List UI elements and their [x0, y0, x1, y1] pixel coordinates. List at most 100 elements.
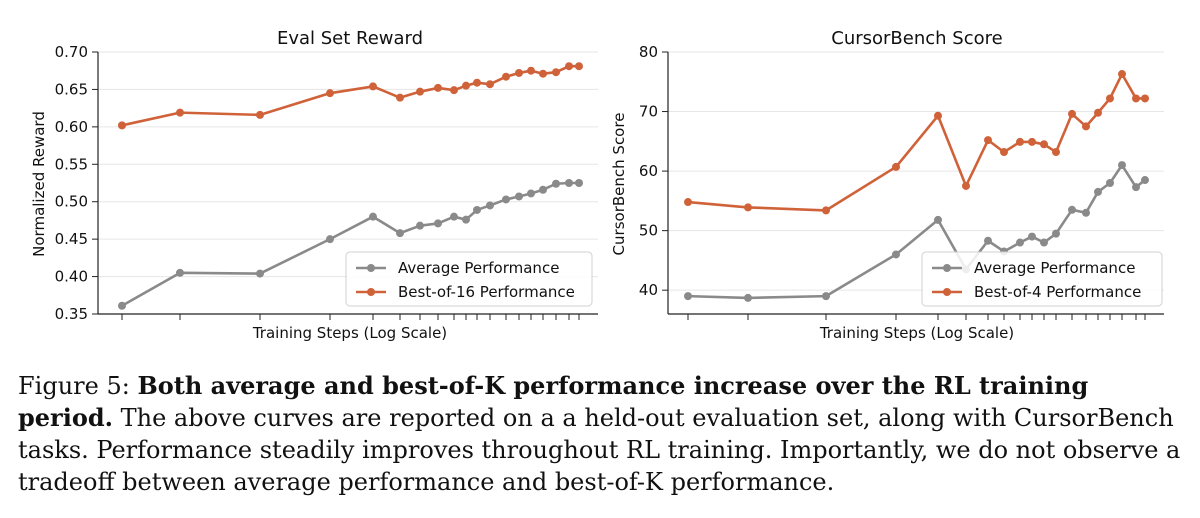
data-point: [1094, 108, 1102, 117]
grid: [668, 51, 1164, 291]
x-ticks: [121, 314, 580, 320]
data-point: [396, 93, 404, 102]
legend-label-best: Best-of-4 Performance: [974, 283, 1141, 301]
legend-label-average: Average Performance: [398, 259, 559, 277]
y-tick-label: 0.35: [55, 305, 88, 323]
legend-label-best: Best-of-16 Performance: [398, 283, 575, 301]
data-point: [539, 185, 547, 194]
series-best-of-k: [118, 62, 583, 130]
legend-label-average: Average Performance: [974, 259, 1135, 277]
data-point: [744, 203, 752, 212]
series-layer: [118, 62, 583, 310]
figure-caption: Figure 5: Both average and best-of-K per…: [18, 370, 1188, 498]
y-tick-label: 0.40: [55, 268, 88, 286]
data-point: [450, 212, 458, 221]
data-point: [434, 83, 442, 92]
y-tick-label: 0.60: [55, 118, 88, 136]
data-point: [575, 179, 583, 187]
y-tick-label: 0.45: [55, 230, 88, 248]
data-point: [1141, 176, 1149, 185]
series-average: [118, 179, 583, 310]
data-point: [326, 235, 334, 244]
data-point: [1040, 140, 1048, 149]
data-point: [176, 268, 184, 277]
data-point: [515, 192, 523, 201]
legend-box: [345, 251, 593, 307]
data-point: [1000, 148, 1008, 157]
legend-marker-average: [367, 264, 375, 272]
x-ticks: [687, 314, 1146, 320]
data-point: [256, 110, 264, 119]
y-tick-label: 80: [639, 43, 658, 61]
caption-text: The above curves are reported on a a hel…: [18, 404, 1181, 496]
x-axis-label: Training Steps (Log Scale): [252, 324, 447, 342]
data-point: [416, 221, 424, 230]
data-point: [744, 293, 752, 302]
series-best-of-k: [684, 70, 1149, 215]
y-ticks: 0.35 0.40 0.45 0.50 0.55 0.60 0.65 0.70: [55, 43, 98, 323]
data-point: [473, 78, 481, 87]
data-point: [892, 162, 900, 171]
series-line: [121, 64, 579, 127]
axes: [667, 52, 1164, 315]
data-point: [369, 212, 377, 221]
data-point: [984, 236, 992, 245]
y-axis-label: CursorBench Score: [610, 113, 628, 256]
data-point: [515, 68, 523, 77]
data-point: [1052, 148, 1060, 157]
data-point: [1016, 238, 1024, 247]
y-axis-label: Normalized Reward: [30, 111, 48, 257]
data-point: [369, 82, 377, 91]
y-tick-label: 40: [639, 281, 658, 299]
legend-box: [921, 251, 1163, 307]
data-point: [502, 72, 510, 81]
chart-title: Eval Set Reward: [277, 28, 423, 49]
data-point: [934, 111, 942, 120]
series-line: [687, 72, 1145, 212]
data-point: [984, 136, 992, 145]
data-point: [1028, 232, 1036, 241]
data-point: [1082, 208, 1090, 217]
axes: [97, 52, 598, 315]
data-point: [1094, 187, 1102, 196]
legend-marker-best: [367, 288, 375, 296]
legend-marker-best: [943, 288, 951, 296]
y-ticks: 40 50 60 70 80: [639, 43, 668, 299]
data-point: [1132, 183, 1140, 192]
chart-eval-set-reward: Eval Set Reward Normalized Reward Traini…: [30, 28, 598, 342]
data-point: [450, 86, 458, 95]
chart-cursorbench-score: CursorBench Score CursorBench Score Trai…: [610, 28, 1164, 342]
data-point: [962, 181, 970, 190]
y-tick-label: 0.65: [55, 80, 88, 98]
y-tick-label: 0.55: [55, 155, 88, 173]
legend: Average Performance Best-of-4 Performanc…: [921, 251, 1163, 307]
data-point: [539, 69, 547, 78]
data-point: [176, 108, 184, 117]
data-point: [473, 205, 481, 214]
data-point: [1106, 94, 1114, 103]
data-point: [502, 195, 510, 204]
data-point: [1132, 94, 1140, 103]
data-point: [326, 89, 334, 98]
data-point: [565, 179, 573, 187]
data-point: [434, 219, 442, 228]
caption-label: Figure 5:: [18, 372, 130, 400]
chart-title: CursorBench Score: [831, 28, 1002, 49]
data-point: [565, 62, 573, 71]
data-point: [486, 80, 494, 89]
data-point: [822, 292, 830, 301]
data-point: [1068, 109, 1076, 118]
data-point: [256, 269, 264, 278]
data-point: [416, 87, 424, 96]
data-point: [1118, 70, 1126, 79]
data-point: [1106, 179, 1114, 187]
data-point: [684, 198, 692, 207]
data-point: [1118, 161, 1126, 170]
data-point: [934, 215, 942, 224]
data-point: [462, 215, 470, 224]
data-point: [462, 81, 470, 90]
data-point: [552, 68, 560, 77]
data-point: [527, 189, 535, 198]
x-axis-label: Training Steps (Log Scale): [819, 324, 1014, 342]
